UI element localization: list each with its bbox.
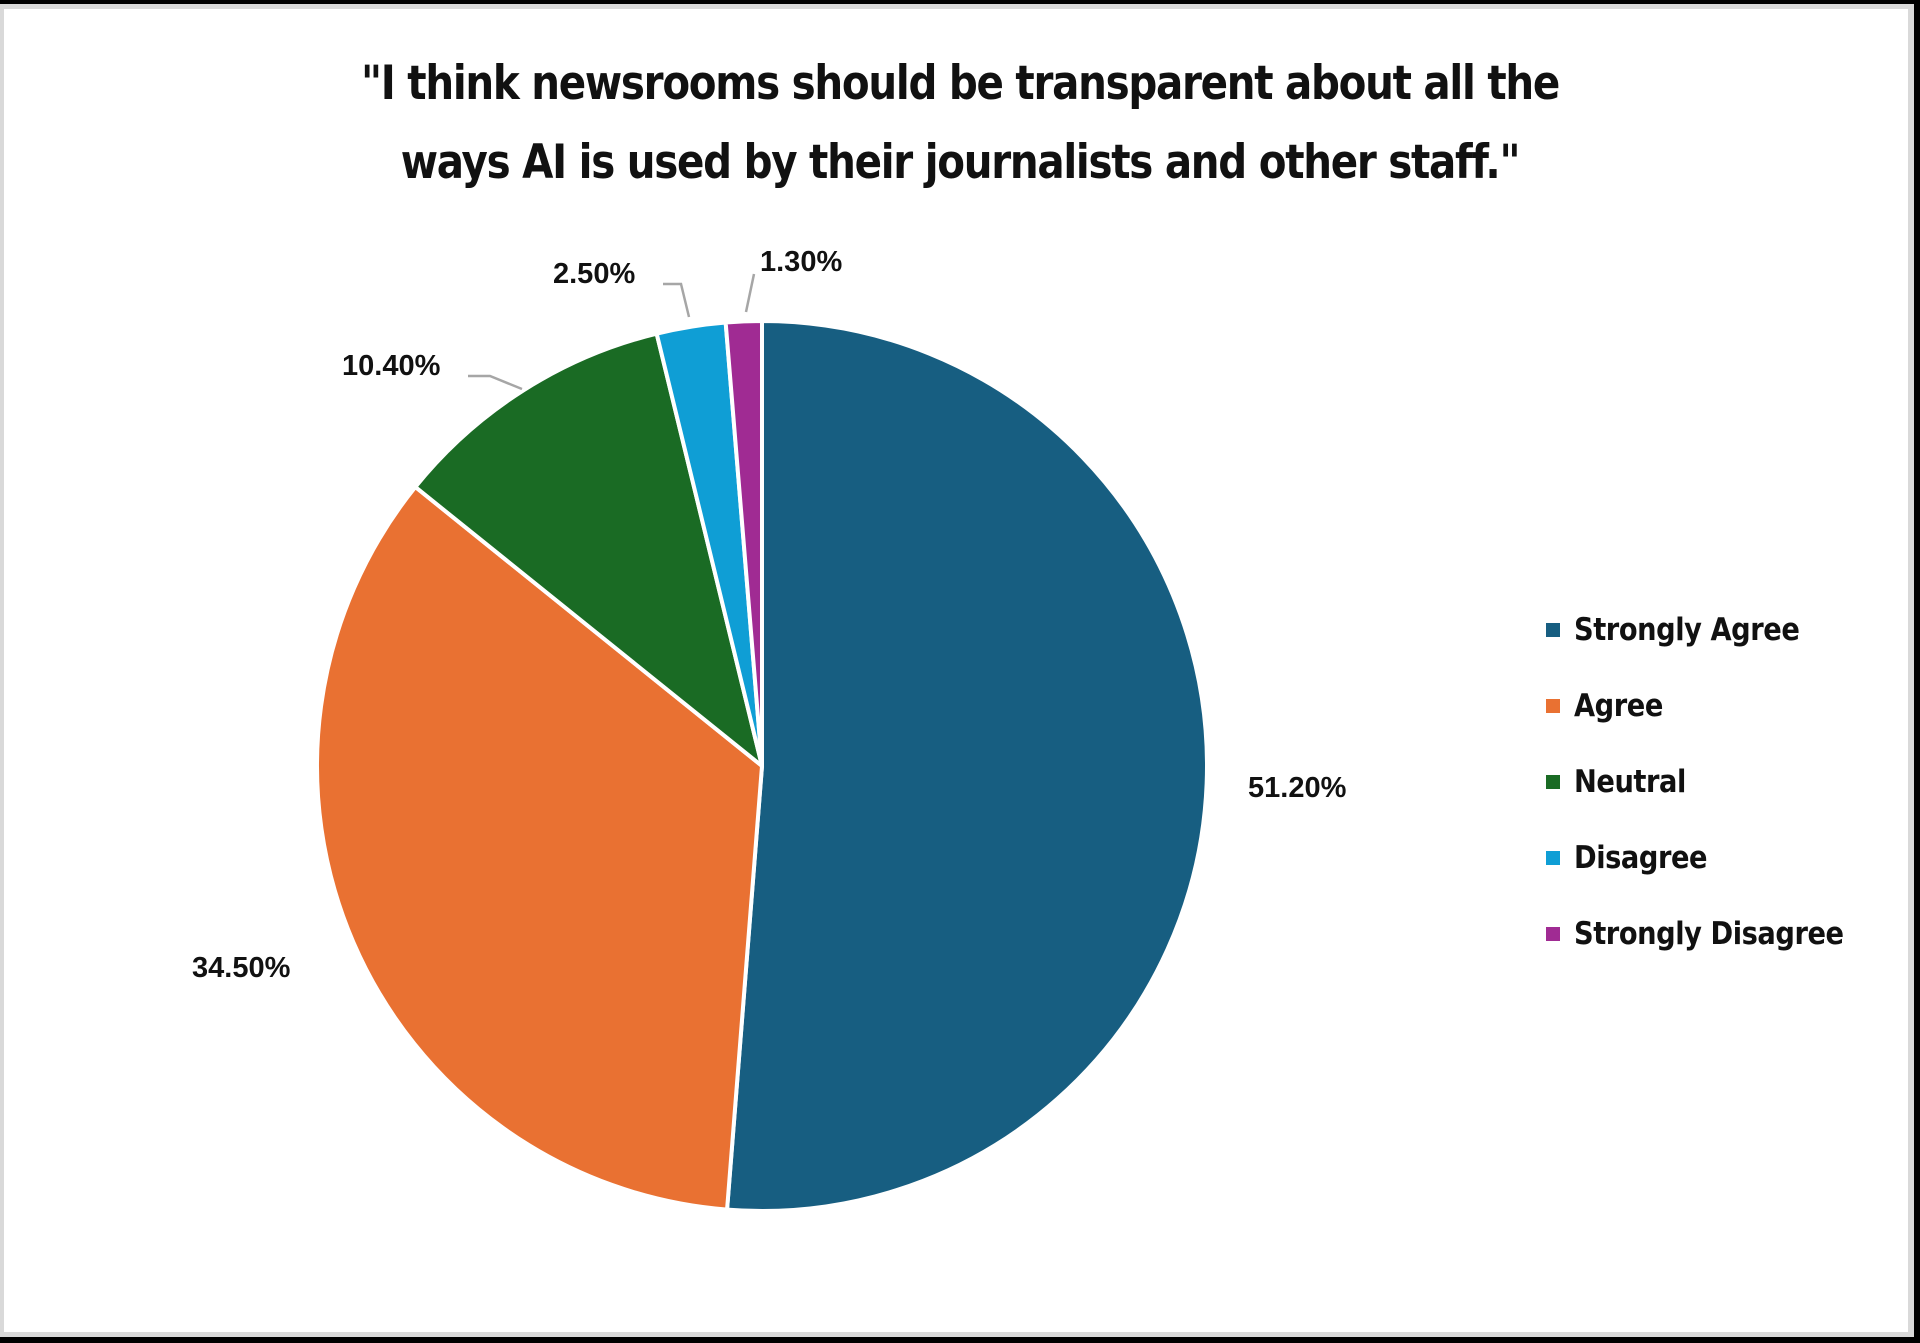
legend-label: Strongly Agree	[1574, 612, 1800, 648]
legend-item-agree: Agree	[1546, 668, 1880, 744]
chart-title-line-1: "I think newsrooms should be transparent…	[361, 56, 1560, 111]
legend-swatch-agree	[1546, 699, 1560, 713]
data-label-strongly-disagree: 1.30%	[760, 246, 843, 278]
legend-label: Strongly Disagree	[1574, 916, 1844, 952]
pie-slice-neutral	[413, 331, 764, 768]
chart-title-line-2: ways AI is used by their journalists and…	[400, 135, 1521, 190]
chart-title: "I think newsrooms should be transparent…	[134, 44, 1785, 202]
pie-slices	[315, 319, 1209, 1213]
legend-swatch-strongly-agree	[1546, 623, 1560, 637]
legend-item-strongly-agree: Strongly Agree	[1546, 592, 1880, 668]
legend-label: Agree	[1574, 688, 1663, 724]
data-label-neutral: 10.40%	[342, 350, 441, 382]
leader-line-disagree	[663, 282, 691, 318]
legend-label: Disagree	[1574, 840, 1708, 876]
leader-line-neutral	[468, 374, 523, 391]
legend: Strongly Agree Agree Neutral Disagree St…	[1546, 592, 1880, 972]
data-label-strongly-agree: 51.20%	[1248, 772, 1347, 804]
legend-swatch-disagree	[1546, 851, 1560, 865]
data-label-disagree: 2.50%	[553, 258, 636, 290]
legend-swatch-neutral	[1546, 775, 1560, 789]
pie-slice-strongly-agree	[725, 319, 1209, 1213]
legend-item-disagree: Disagree	[1546, 820, 1880, 896]
data-label-agree: 34.50%	[192, 952, 291, 984]
legend-item-neutral: Neutral	[1546, 744, 1880, 820]
legend-item-strongly-disagree: Strongly Disagree	[1546, 896, 1880, 972]
pie-slice-agree	[315, 484, 764, 1212]
legend-swatch-strongly-disagree	[1546, 927, 1560, 941]
legend-label: Neutral	[1574, 764, 1686, 800]
leader-lines	[468, 273, 756, 391]
leader-line-strongly-disagree	[744, 273, 756, 313]
pie-slice-strongly-disagree	[723, 319, 764, 768]
